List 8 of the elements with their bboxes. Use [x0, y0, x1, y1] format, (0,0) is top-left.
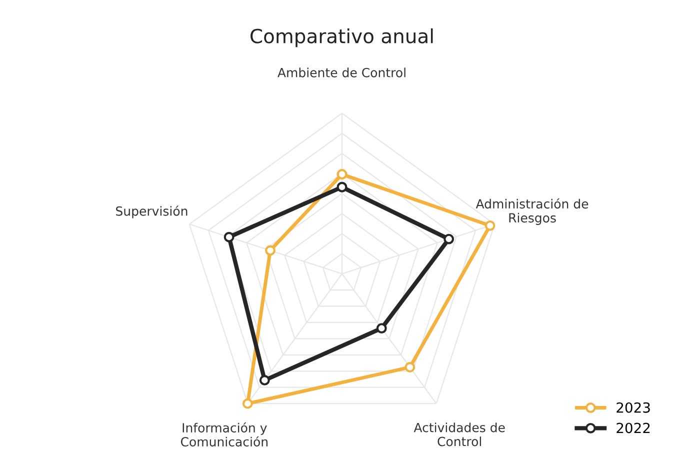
legend-label: 2022	[616, 422, 650, 434]
legend-label: 2023	[616, 402, 650, 413]
spoke-label: Supervisión	[116, 206, 188, 218]
chart-title: Comparativo anual	[250, 28, 433, 48]
spoke-label: Información y Comunicación	[180, 422, 268, 446]
spoke-label: Administración de Riesgos	[476, 198, 588, 225]
spoke-label: Ambiente de Control	[278, 68, 406, 78]
spoke-label: Actividades de Control	[414, 422, 505, 446]
